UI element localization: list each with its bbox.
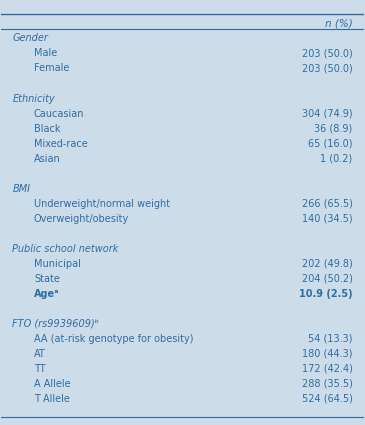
Text: Asian: Asian <box>34 153 61 164</box>
Text: Male: Male <box>34 48 57 59</box>
Text: 54 (13.3): 54 (13.3) <box>308 334 353 344</box>
Text: 180 (44.3): 180 (44.3) <box>302 349 353 359</box>
Text: 172 (42.4): 172 (42.4) <box>302 364 353 374</box>
Text: Ageᵃ: Ageᵃ <box>34 289 59 299</box>
Text: Underweight/normal weight: Underweight/normal weight <box>34 199 170 209</box>
Text: 10.9 (2.5): 10.9 (2.5) <box>299 289 353 299</box>
Text: 288 (35.5): 288 (35.5) <box>302 379 353 389</box>
Text: 304 (74.9): 304 (74.9) <box>302 108 353 119</box>
Text: 203 (50.0): 203 (50.0) <box>302 48 353 59</box>
Text: 202 (49.8): 202 (49.8) <box>302 259 353 269</box>
Text: BMI: BMI <box>12 184 30 194</box>
Text: Caucasian: Caucasian <box>34 108 84 119</box>
Text: Gender: Gender <box>12 34 48 43</box>
Text: 266 (65.5): 266 (65.5) <box>302 199 353 209</box>
Text: Female: Female <box>34 63 69 74</box>
Text: AT: AT <box>34 349 46 359</box>
Text: Ethnicity: Ethnicity <box>12 94 55 104</box>
Text: Black: Black <box>34 124 61 133</box>
Text: 36 (8.9): 36 (8.9) <box>315 124 353 133</box>
Text: Overweight/obesity: Overweight/obesity <box>34 214 129 224</box>
Text: 65 (16.0): 65 (16.0) <box>308 139 353 149</box>
Text: A Allele: A Allele <box>34 379 70 389</box>
Text: 204 (50.2): 204 (50.2) <box>302 274 353 284</box>
Text: 1 (0.2): 1 (0.2) <box>320 153 353 164</box>
Text: Mixed-race: Mixed-race <box>34 139 88 149</box>
Text: Public school network: Public school network <box>12 244 119 254</box>
Text: 524 (64.5): 524 (64.5) <box>302 394 353 404</box>
Text: 140 (34.5): 140 (34.5) <box>302 214 353 224</box>
Text: T Allele: T Allele <box>34 394 70 404</box>
Text: n (%): n (%) <box>325 18 353 28</box>
Text: TT: TT <box>34 364 46 374</box>
Text: Municipal: Municipal <box>34 259 81 269</box>
Text: FTO (rs9939609)ᵇ: FTO (rs9939609)ᵇ <box>12 319 99 329</box>
Text: AA (at-risk genotype for obesity): AA (at-risk genotype for obesity) <box>34 334 193 344</box>
Text: 203 (50.0): 203 (50.0) <box>302 63 353 74</box>
Text: State: State <box>34 274 60 284</box>
